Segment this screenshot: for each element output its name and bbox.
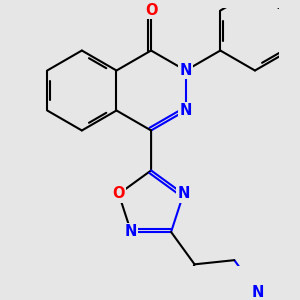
Text: O: O [145,3,157,18]
Text: N: N [177,187,190,202]
Text: N: N [179,63,192,78]
Text: N: N [252,285,264,300]
Text: O: O [112,187,125,202]
Text: N: N [179,103,192,118]
Text: N: N [125,224,137,239]
